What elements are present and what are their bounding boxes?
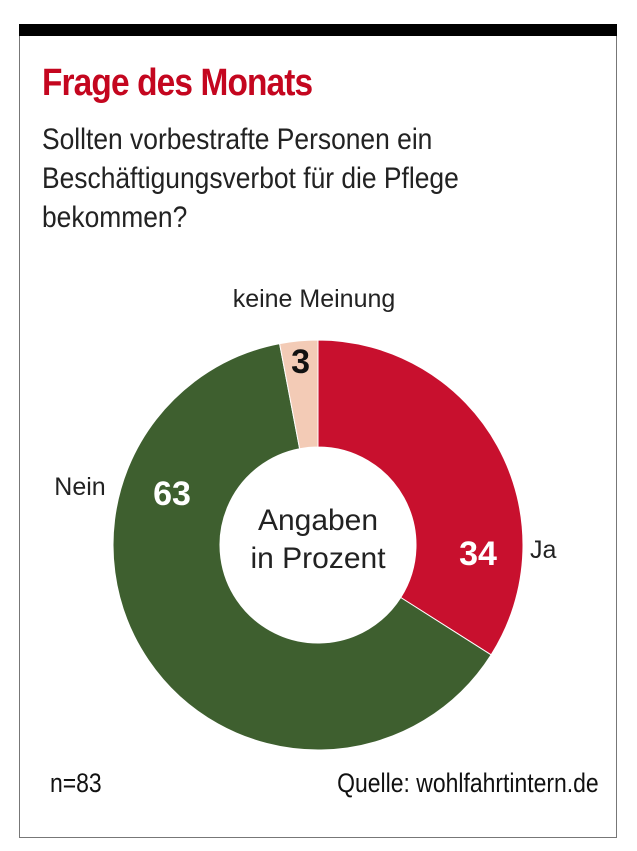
frame: [19, 24, 617, 838]
source: Quelle: wohlfahrtintern.de: [337, 768, 599, 798]
category-label: keine Meinung: [233, 285, 396, 313]
center-label-line1: Angaben: [258, 504, 378, 537]
value-label: 34: [459, 535, 497, 573]
slice-ja: [317, 339, 524, 656]
value-label: 3: [291, 343, 310, 381]
sample-size: n=83: [50, 768, 102, 798]
top-bar: [19, 24, 617, 36]
question: Sollten vorbestrafte Personen ein Beschä…: [42, 123, 459, 234]
value-label: 63: [153, 475, 191, 513]
category-label: Ja: [530, 536, 557, 564]
slice-keine-meinung: [279, 339, 319, 450]
center-label-line2: in Prozent: [250, 542, 386, 575]
slice-nein: [112, 343, 492, 751]
chart-title: Frage des Monats: [42, 62, 313, 104]
category-label: Nein: [54, 473, 105, 501]
